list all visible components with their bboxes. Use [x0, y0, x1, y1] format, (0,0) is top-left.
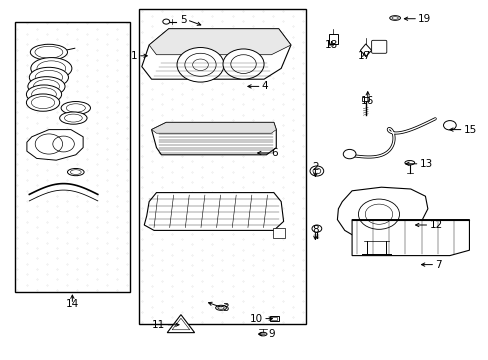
- Text: 16: 16: [360, 96, 374, 106]
- Text: 8: 8: [311, 225, 318, 235]
- Ellipse shape: [26, 94, 60, 111]
- Polygon shape: [360, 44, 371, 57]
- Text: 14: 14: [65, 299, 79, 309]
- Bar: [271, 317, 277, 320]
- Text: 4: 4: [261, 81, 268, 91]
- Text: 19: 19: [417, 14, 430, 24]
- Text: 5: 5: [180, 15, 186, 25]
- Ellipse shape: [29, 67, 68, 87]
- Ellipse shape: [26, 85, 61, 104]
- Ellipse shape: [61, 102, 90, 114]
- Text: 9: 9: [267, 329, 274, 339]
- Text: 1: 1: [131, 51, 138, 61]
- Ellipse shape: [30, 44, 67, 60]
- Text: 7: 7: [434, 260, 441, 270]
- Polygon shape: [142, 29, 290, 79]
- Circle shape: [443, 121, 455, 130]
- Circle shape: [311, 225, 321, 232]
- Polygon shape: [167, 315, 194, 333]
- Text: 18: 18: [324, 40, 338, 50]
- Text: 17: 17: [357, 51, 370, 61]
- Bar: [139, 9, 305, 324]
- Ellipse shape: [31, 58, 72, 79]
- Text: 12: 12: [428, 220, 442, 230]
- Ellipse shape: [404, 161, 414, 165]
- Bar: [269, 316, 278, 321]
- Circle shape: [343, 149, 355, 159]
- Ellipse shape: [35, 46, 62, 58]
- Text: 6: 6: [271, 148, 278, 158]
- Ellipse shape: [67, 168, 84, 176]
- Text: 2: 2: [311, 162, 318, 172]
- Polygon shape: [149, 29, 290, 55]
- Ellipse shape: [259, 332, 266, 336]
- Polygon shape: [27, 130, 83, 160]
- Polygon shape: [351, 220, 468, 256]
- Bar: [328, 34, 338, 44]
- Ellipse shape: [60, 112, 87, 124]
- Text: 13: 13: [419, 159, 432, 169]
- Text: 10: 10: [249, 314, 263, 324]
- Circle shape: [163, 19, 169, 24]
- FancyBboxPatch shape: [371, 40, 386, 53]
- Polygon shape: [151, 122, 276, 155]
- Text: 11: 11: [152, 320, 165, 330]
- Bar: [362, 97, 368, 101]
- Circle shape: [223, 49, 264, 79]
- Ellipse shape: [215, 305, 226, 310]
- Circle shape: [309, 166, 323, 176]
- Bar: [272, 228, 285, 238]
- Text: 15: 15: [463, 125, 476, 135]
- Ellipse shape: [28, 77, 65, 96]
- Polygon shape: [337, 187, 427, 241]
- Circle shape: [177, 48, 224, 82]
- Ellipse shape: [389, 15, 400, 20]
- Polygon shape: [151, 122, 276, 133]
- Text: 3: 3: [222, 303, 229, 313]
- Bar: [15, 22, 129, 292]
- Polygon shape: [144, 193, 283, 230]
